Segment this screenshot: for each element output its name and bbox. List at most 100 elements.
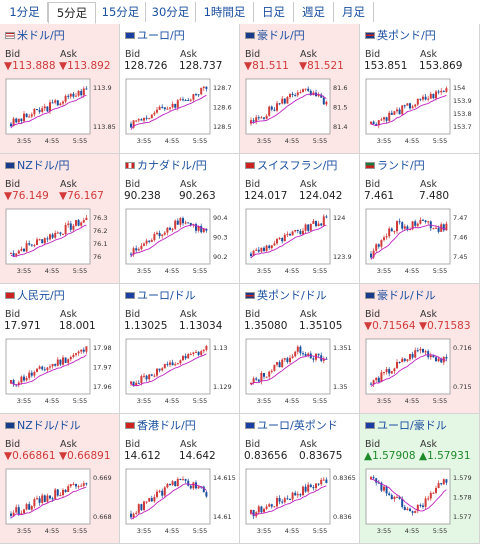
- mini-candlestick-chart[interactable]: 17.98 17.97 17.96 3:55 4:55 5:55: [4, 336, 116, 408]
- candle-body: [20, 376, 23, 383]
- candle-body: [393, 496, 396, 500]
- rate-card[interactable]: NZドル/ドル Bid Ask ▼0.66861 ▼0.66891 0.669 0.668 3…: [0, 414, 120, 544]
- tab-7[interactable]: 月足: [334, 2, 374, 22]
- candle-body: [296, 494, 299, 496]
- tab-1[interactable]: 5分足: [48, 2, 96, 24]
- rate-card[interactable]: ユーロ/英ポンド Bid Ask 0.83656 0.83675 0.8365 0.836 3…: [240, 414, 360, 544]
- candle-body: [153, 375, 156, 377]
- tab-5[interactable]: 日足: [254, 2, 294, 22]
- rate-card[interactable]: 人民元/円 Bid Ask 17.971 18.001 17.98 17.97 17.96 3:…: [0, 284, 120, 414]
- rate-card[interactable]: カナダドル/円 Bid Ask 90.238 90.263 90.4 90.3 90.2 3:5…: [120, 154, 240, 284]
- y-tick-label: 128.7: [213, 84, 232, 92]
- bid-label: Bid: [245, 439, 261, 450]
- candle-body: [82, 220, 85, 223]
- pair-title[interactable]: ユーロ/ドル: [125, 289, 196, 303]
- tab-4[interactable]: 1時間足: [196, 2, 254, 22]
- rate-card[interactable]: 英ポンド/円 Bid Ask 153.851 153.869 154 153.9 153.8 1…: [360, 24, 480, 154]
- tab-0[interactable]: 1分足: [2, 2, 48, 22]
- pair-title[interactable]: NZドル/円: [5, 159, 69, 173]
- moving-average-line: [130, 224, 207, 257]
- candle-body: [372, 250, 375, 258]
- rate-card[interactable]: NZドル/円 Bid Ask ▼76.149 ▼76.167 76.3 76.2 76.1 76…: [0, 154, 120, 284]
- pair-title[interactable]: 豪ドル/ドル: [365, 289, 436, 303]
- moving-average-line: [370, 224, 447, 260]
- rate-card[interactable]: 豪ドル/ドル Bid Ask ▼0.71564 ▼0.71583 0.716 0.715 3:…: [360, 284, 480, 414]
- mini-candlestick-chart[interactable]: 113.9 113.85 3:55 4:55 5:55: [4, 76, 116, 148]
- ask-label: Ask: [420, 49, 437, 60]
- candle-body: [59, 495, 62, 497]
- pair-title[interactable]: 香港ドル/円: [125, 419, 196, 433]
- mini-candlestick-chart[interactable]: 90.4 90.3 90.2 3:55 4:55 5:55: [124, 206, 236, 278]
- candle-body: [197, 351, 200, 355]
- candle-body: [278, 237, 281, 240]
- mini-candlestick-chart[interactable]: 0.669 0.668 3:55 4:55 5:55: [4, 466, 116, 538]
- pair-title[interactable]: スイスフラン/円: [245, 159, 337, 173]
- mini-candlestick-chart[interactable]: 81.6 81.5 81.4 3:55 4:55 5:55: [244, 76, 356, 148]
- candle-body: [23, 113, 25, 122]
- mini-candlestick-chart[interactable]: 7.47 7.46 7.45 3:55 4:55 5:55: [364, 206, 476, 278]
- candle-body: [445, 223, 448, 231]
- pair-title[interactable]: 英ポンド/ドル: [245, 289, 327, 303]
- pair-title[interactable]: ランド/円: [365, 159, 425, 173]
- rate-card[interactable]: ユーロ/ドル Bid Ask 1.13025 1.13034 1.13 1.129 3:55 4…: [120, 284, 240, 414]
- moving-average-line: [250, 224, 327, 259]
- chart-svg: 1.13 1.129 3:55 4:55 5:55: [125, 338, 232, 405]
- pair-title[interactable]: ユーロ/豪ドル: [365, 419, 447, 433]
- candle-body: [283, 234, 286, 242]
- pair-title[interactable]: 米ドル/円: [5, 29, 65, 43]
- pair-title[interactable]: 人民元/円: [5, 289, 65, 303]
- rate-card[interactable]: ユーロ/円 Bid Ask 128.726 128.737 128.7 128.6 128.5…: [120, 24, 240, 154]
- candle-body: [263, 508, 265, 513]
- tab-3[interactable]: 30分足: [146, 2, 196, 22]
- mini-candlestick-chart[interactable]: 124 123.9 3:55 4:55 5:55: [244, 206, 356, 278]
- candle-body: [265, 376, 268, 378]
- mini-candlestick-chart[interactable]: 0.8365 0.836 3:55 4:55 5:55: [244, 466, 356, 538]
- plot-frame: [5, 338, 91, 395]
- rate-card[interactable]: 英ポンド/ドル Bid Ask 1.35080 1.35105 1.351 1.35 3:55…: [240, 284, 360, 414]
- pair-name: 豪ドル/円: [257, 29, 305, 42]
- candle-body: [56, 232, 59, 234]
- rate-card-grid: 米ドル/円 Bid Ask ▼113.888 ▼113.892 113.9 113.85 3:…: [0, 24, 480, 544]
- mini-candlestick-chart[interactable]: 1.579 1.578 1.577 3:55 4:55 5:55: [364, 466, 476, 538]
- bid-value: 7.461: [364, 190, 395, 202]
- rate-card[interactable]: スイスフラン/円 Bid Ask 124.017 124.042 124 123.9 3:55…: [240, 154, 360, 284]
- mini-candlestick-chart[interactable]: 154 153.9 153.8 153.7 3:55 4:55 5:55: [364, 76, 476, 148]
- candle-body: [132, 120, 135, 128]
- plot-frame: [365, 468, 451, 525]
- mini-candlestick-chart[interactable]: 1.351 1.35 3:55 4:55 5:55: [244, 336, 356, 408]
- pair-title[interactable]: 豪ドル/円: [245, 29, 305, 43]
- rate-card[interactable]: 米ドル/円 Bid Ask ▼113.888 ▼113.892 113.9 113.85 3:…: [0, 24, 120, 154]
- tab-6[interactable]: 週足: [294, 2, 334, 22]
- candle-body: [158, 232, 161, 237]
- tab-2[interactable]: 15分足: [96, 2, 146, 22]
- bid-label: Bid: [365, 439, 381, 450]
- pair-title[interactable]: カナダドル/円: [125, 159, 207, 173]
- candle-body: [171, 481, 174, 485]
- rate-card[interactable]: ランド/円 Bid Ask 7.461 7.480 7.47 7.46 7.45 3:55 4:5…: [360, 154, 480, 284]
- mini-candlestick-chart[interactable]: 76.3 76.2 76.1 76 3:55 4:55 5:55: [4, 206, 116, 278]
- candle-body: [377, 244, 380, 247]
- pair-title[interactable]: ユーロ/英ポンド: [245, 419, 338, 433]
- candle-body: [182, 99, 184, 101]
- y-tick-label: 113.9: [93, 84, 112, 92]
- flag-icon: [365, 31, 375, 39]
- candle-body: [429, 492, 432, 499]
- pair-title[interactable]: NZドル/ドル: [5, 419, 80, 433]
- candle-body: [166, 108, 169, 110]
- rate-card[interactable]: ユーロ/豪ドル Bid Ask ▲1.57908 ▲1.57931 1.579 1.578 1…: [360, 414, 480, 544]
- pair-title[interactable]: 英ポンド/円: [365, 29, 436, 43]
- ask-value: ▼0.66891: [59, 450, 111, 462]
- pair-title[interactable]: ユーロ/円: [125, 29, 185, 43]
- mini-candlestick-chart[interactable]: 1.13 1.129 3:55 4:55 5:55: [124, 336, 236, 408]
- bid-value: 0.83656: [244, 450, 288, 462]
- flag-icon: [125, 161, 135, 169]
- candle-body: [163, 107, 166, 110]
- mini-candlestick-chart[interactable]: 128.7 128.6 128.5 3:55 4:55 5:55: [124, 76, 236, 148]
- candle-body: [411, 511, 414, 513]
- candle-body: [401, 498, 404, 507]
- mini-candlestick-chart[interactable]: 14.615 14.61 3:55 4:55 5:55: [124, 466, 236, 538]
- mini-candlestick-chart[interactable]: 0.716 0.715 3:55 4:55 5:55: [364, 336, 476, 408]
- rate-card[interactable]: 豪ドル/円 Bid Ask ▼81.511 ▼81.521 81.6 81.5 81.4 3:5…: [240, 24, 360, 154]
- candle-body: [414, 221, 417, 226]
- rate-card[interactable]: 香港ドル/円 Bid Ask 14.612 14.642 14.615 14.61 3:55 4…: [120, 414, 240, 544]
